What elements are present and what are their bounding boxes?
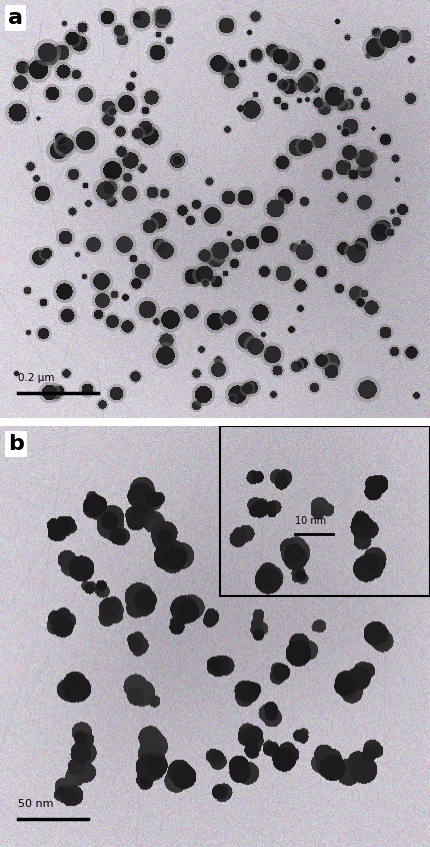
Text: a: a — [8, 8, 23, 28]
Bar — [220, 426, 430, 596]
Text: 0.2 μm: 0.2 μm — [18, 373, 55, 383]
Text: 10 nm: 10 nm — [295, 516, 326, 526]
Text: b: b — [8, 434, 24, 454]
Text: 50 nm: 50 nm — [18, 799, 53, 809]
